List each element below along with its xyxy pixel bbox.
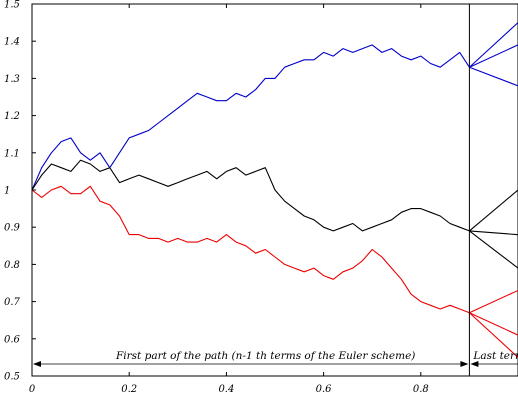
series-layer — [31, 22, 518, 358]
x-tick-label: 0.8 — [413, 384, 429, 395]
last-term-branch-3 — [469, 289, 518, 314]
last-term-branch-2 — [469, 230, 518, 236]
y-tick-label: 1.2 — [4, 111, 20, 122]
y-tick-label: 1.1 — [4, 148, 20, 159]
last-term-branch-2 — [469, 230, 518, 269]
y-tick-label: 0.8 — [4, 260, 20, 271]
last-term-label: Last term — [472, 350, 518, 362]
last-term-annotation: Last term — [470, 350, 518, 367]
y-tick-label: 1 — [4, 186, 10, 197]
last-term-branch-3 — [469, 312, 518, 358]
last-term-branch-1 — [469, 44, 518, 68]
last-term-branch-2 — [469, 189, 518, 232]
series-path-3 — [31, 185, 470, 314]
x-tick-label: 0.6 — [316, 384, 333, 395]
y-tick-label: 0.9 — [4, 223, 21, 234]
axis-ticks: 0 0.2 0.4 0.6 0.8 0.5 0.6 0.7 0.8 0.9 1 1.1 1.2 1.3 1.… — [4, 0, 429, 395]
y-tick-label: 0.6 — [4, 334, 21, 345]
y-tick-label: 1.3 — [4, 74, 20, 85]
first-part-arrowhead-right — [460, 361, 469, 367]
y-tick-label: 1.5 — [4, 0, 20, 11]
last-term-arrowhead-left — [470, 361, 479, 367]
series-path-1 — [31, 44, 470, 191]
y-tick-label: 0.7 — [4, 297, 21, 308]
first-part-annotation: First part of the path (n-1 th terms of … — [33, 350, 469, 367]
y-tick-label: 0.5 — [4, 372, 20, 383]
y-tick-label: 1.4 — [4, 37, 20, 48]
last-term-branch-1 — [469, 66, 518, 87]
last-term-branch-3 — [469, 312, 518, 336]
x-tick-label: 0.4 — [218, 384, 234, 395]
first-part-label: First part of the path (n-1 th terms of … — [115, 350, 415, 362]
last-term-branch-1 — [469, 22, 518, 68]
first-part-arrowhead-left — [33, 361, 41, 367]
x-tick-label: 0.2 — [121, 384, 137, 395]
x-tick-label: 0 — [29, 384, 36, 395]
series-path-2 — [31, 159, 470, 232]
